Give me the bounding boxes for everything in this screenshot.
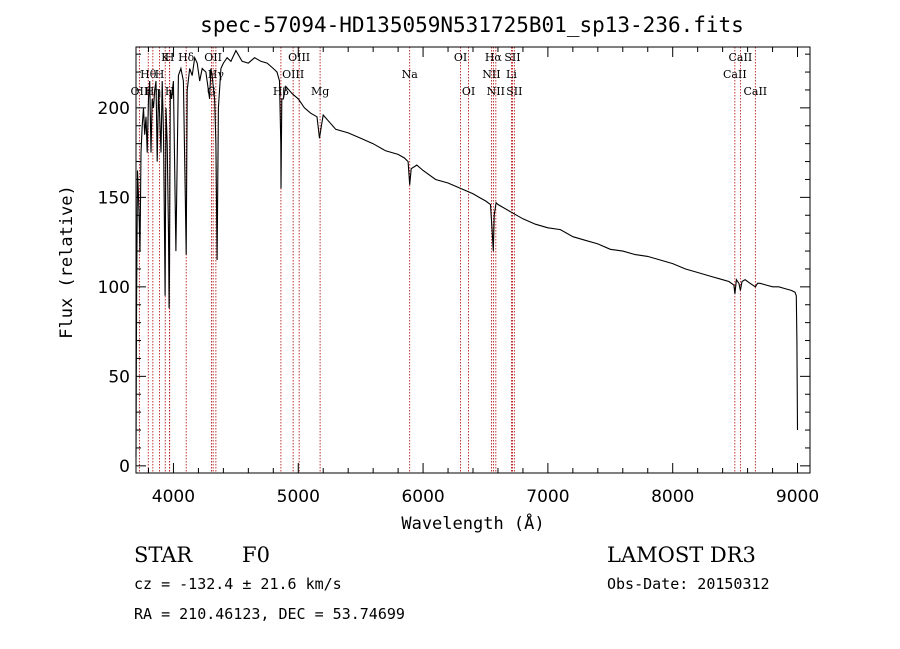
- ra-dec-coordinates: RA = 210.46123, DEC = 53.74699: [134, 605, 405, 623]
- x-axis-label: Wavelength (Å): [401, 512, 544, 534]
- spectral-line-label: CaII: [729, 51, 753, 64]
- observation-date: Obs-Date: 20150312: [607, 575, 770, 593]
- survey-name: LAMOST DR3: [607, 543, 756, 567]
- spectral-line-label: G: [207, 85, 216, 98]
- y-axis: 0 50 100 150 200: [98, 53, 810, 477]
- spectral-line-label: Hδ: [178, 51, 195, 64]
- y-tick-label: 100: [98, 278, 130, 298]
- spectral-line-label: OII: [204, 51, 222, 64]
- spectral-line-label: H: [165, 85, 175, 98]
- x-tick-label: 9000: [776, 487, 819, 507]
- x-tick-label: 6000: [401, 487, 444, 507]
- y-tick-label: 150: [98, 188, 130, 208]
- spectral-line-label: SII: [504, 51, 520, 64]
- spectral-line-label: OI: [454, 51, 467, 64]
- object-class: STAR: [134, 543, 193, 567]
- object-subclass: F0: [242, 543, 270, 567]
- spectral-line-label: CaII: [743, 85, 767, 98]
- spectral-line-label: H: [155, 68, 165, 81]
- spectrum-series-line: [135, 49, 799, 457]
- spectral-line-label: Li: [506, 68, 517, 81]
- x-tick-label: 7000: [526, 487, 569, 507]
- y-tick-label: 50: [108, 367, 130, 387]
- spectral-line-label: Mg: [311, 85, 329, 98]
- spectral-line-label: Hα: [485, 51, 503, 64]
- x-axis: 4000 5000 6000 7000 8000 9000: [147, 47, 819, 507]
- spectral-line-label: Hθ: [140, 68, 157, 81]
- y-axis-label: Flux (relative): [57, 185, 77, 339]
- redshift-cz: cz = -132.4 ± 21.6 km/s: [134, 575, 342, 593]
- spectral-line-label: SII: [506, 85, 522, 98]
- x-tick-label: 5000: [277, 487, 320, 507]
- spectral-line-label: NII: [487, 85, 505, 98]
- spectral-line-label: OII: [131, 85, 149, 98]
- x-tick-label: 4000: [152, 487, 195, 507]
- spectral-line-markers: [138, 47, 756, 473]
- spectral-line-label: OI: [462, 85, 475, 98]
- spectral-line-label: Na: [402, 68, 419, 81]
- plot-frame: [135, 46, 811, 474]
- spectral-line-label: CaII: [723, 68, 747, 81]
- chart-title: spec-57094-HD135059N531725B01_sp13-236.f…: [200, 13, 744, 37]
- spectral-line-label: OIII: [288, 51, 310, 64]
- y-tick-label: 200: [98, 99, 130, 119]
- spectral-line-label: K: [161, 51, 170, 64]
- spectral-line-label: OIII: [282, 68, 304, 81]
- x-tick-label: 8000: [651, 487, 694, 507]
- spectral-line-label: H: [165, 51, 175, 64]
- spectral-line-label: NII: [482, 68, 500, 81]
- y-tick-label: 0: [119, 457, 130, 477]
